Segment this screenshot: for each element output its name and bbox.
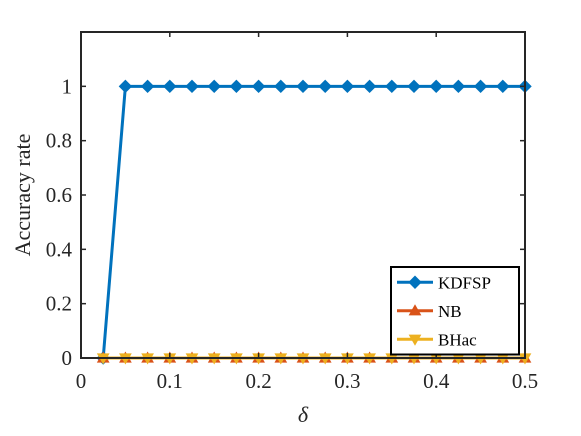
kdfsp-point [207, 79, 221, 94]
y-tick-label: 0.2 [46, 292, 72, 316]
y-axis-label: Accuracy rate [10, 134, 35, 257]
x-tick-label: 0.3 [334, 369, 360, 393]
y-tick-label: 0.6 [46, 183, 72, 207]
kdfsp-point [496, 79, 510, 94]
x-tick-label: 0.2 [245, 369, 271, 393]
kdfsp-point [163, 79, 177, 94]
x-tick-label: 0.5 [512, 369, 538, 393]
kdfsp-point [451, 79, 466, 94]
legend-label: NB [438, 302, 462, 321]
y-tick-label: 0.4 [46, 237, 73, 261]
kdfsp-point [118, 79, 133, 94]
legend-swatch-marker [408, 304, 422, 316]
kdfsp-point [318, 79, 332, 94]
kdfsp-point [251, 79, 266, 94]
axes: 0 0.1 0.2 0.3 0.4 0.5 0 0.2 0.4 0.6 0.8 1 δ Accuracy … [10, 31, 538, 427]
series-kdfsp [96, 79, 532, 365]
y-tick-label: 0.8 [46, 129, 72, 153]
kdfsp-point [296, 79, 310, 94]
y-tick-label: 0 [62, 346, 73, 370]
x-tick-label: 0.4 [423, 369, 450, 393]
y-tick-label: 1 [62, 74, 73, 98]
legend-label: KDFSP [438, 273, 491, 292]
legend-swatch-marker [408, 334, 422, 346]
x-tick-label: 0 [76, 369, 87, 393]
legend-entry-kdfsp: KDFSP [397, 273, 491, 292]
legend: KDFSP NB BHac [390, 266, 520, 356]
kdfsp-point [473, 79, 488, 94]
kdfsp-point [407, 79, 421, 94]
kdfsp-point [362, 79, 377, 94]
legend-label: BHac [438, 330, 477, 349]
kdfsp-point [429, 79, 443, 94]
x-axis-label: δ [298, 402, 309, 427]
legend-swatch-marker [408, 275, 422, 289]
x-tick-label: 0.1 [157, 369, 183, 393]
kdfsp-point [340, 79, 355, 94]
legend-entry-nb: NB [397, 302, 462, 321]
legend-entry-bhac: BHac [397, 330, 477, 349]
kdfsp-point [140, 79, 155, 94]
kdfsp-point [274, 79, 288, 94]
kdfsp-point [229, 79, 244, 94]
kdfsp-point [385, 79, 399, 94]
kdfsp-point [185, 79, 199, 94]
